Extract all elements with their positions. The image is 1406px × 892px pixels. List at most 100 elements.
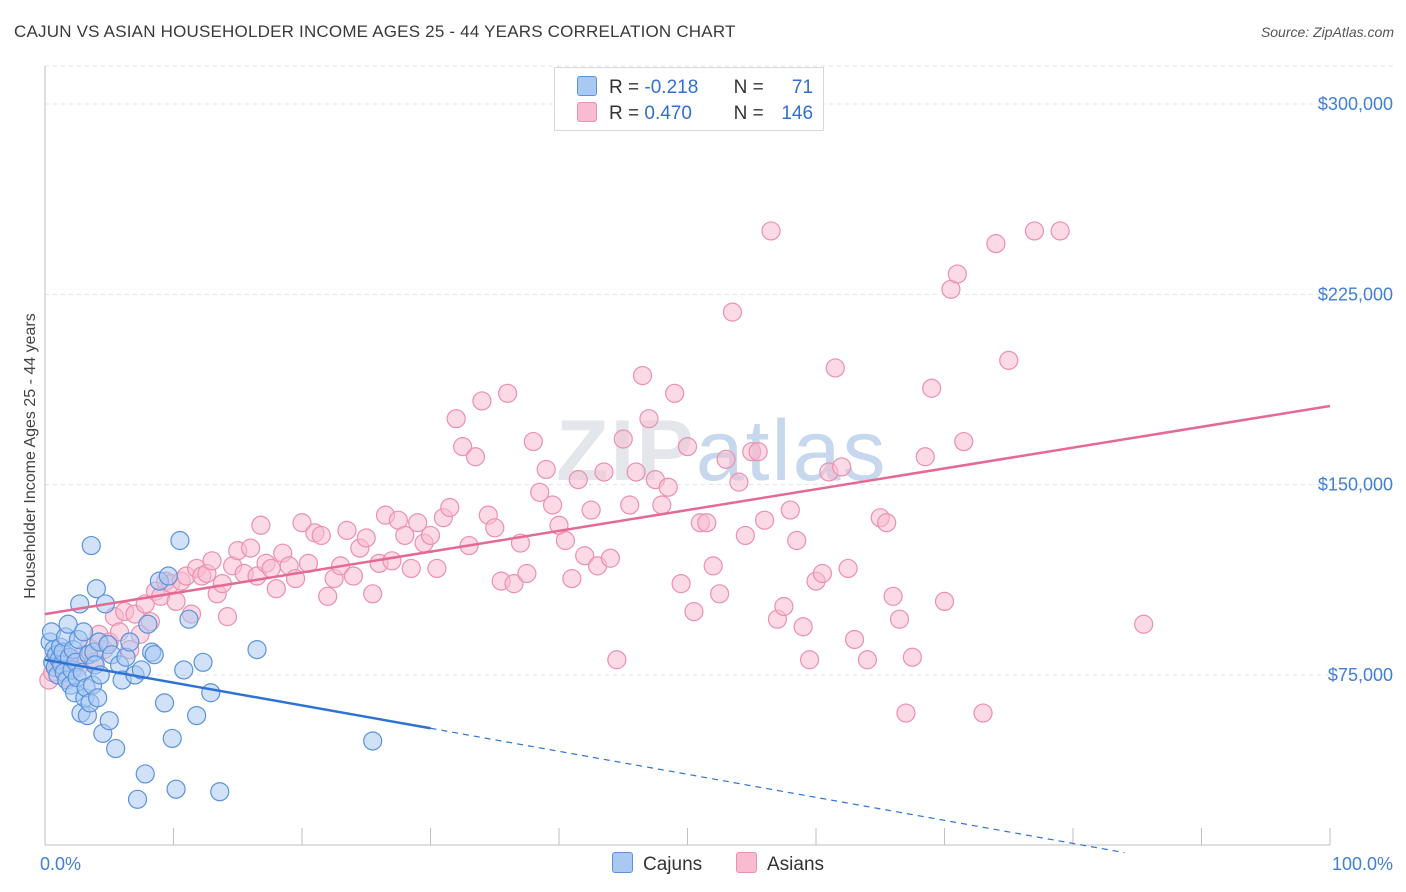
asian-point: [266, 579, 286, 599]
asian-point: [780, 500, 800, 520]
cajun-point: [166, 779, 186, 799]
cajun-point: [187, 705, 207, 726]
trend-lines: [44, 404, 1331, 854]
asian-point: [902, 647, 922, 667]
asian-point: [896, 703, 916, 723]
asian-point: [504, 574, 524, 594]
cajun-point: [179, 609, 199, 629]
asian-point: [632, 365, 653, 386]
cajun-point: [174, 660, 194, 680]
cajun-point: [170, 530, 190, 551]
asian-point: [241, 538, 261, 558]
legend-cajuns-r-label: R =: [609, 77, 640, 98]
legend-cajuns-n-label: N =: [733, 77, 764, 98]
cajun-point: [135, 764, 155, 784]
asian-point: [947, 264, 967, 284]
asian-point: [754, 510, 775, 530]
asian-point: [530, 482, 550, 502]
asian-point: [986, 234, 1006, 254]
asian-point: [395, 525, 415, 546]
asian-point: [799, 650, 820, 670]
cajun-point: [131, 660, 151, 680]
asian-point: [555, 530, 576, 551]
asian-point: [954, 431, 974, 452]
legend-row-asians: R = 0.470 N = 146: [577, 102, 813, 126]
cajuns-trend-line: [44, 658, 431, 730]
grid-lines: [45, 65, 1393, 676]
cajun-point: [106, 738, 126, 759]
asian-point: [613, 429, 633, 449]
asian-point: [973, 703, 993, 723]
asian-point: [202, 551, 222, 571]
asian-point: [562, 568, 582, 589]
y-tick-label: $225,000: [1318, 284, 1393, 304]
asian-point: [626, 462, 646, 482]
legend-asians-n-label: N =: [733, 103, 764, 124]
asian-point: [665, 383, 685, 403]
asians-legend-label: Asians: [767, 854, 825, 875]
x-tick-label-max: 100.0%: [1332, 854, 1393, 874]
asian-point: [735, 525, 755, 546]
asian-point: [420, 525, 441, 546]
cajuns-legend-swatch: [612, 852, 633, 873]
asian-point: [523, 431, 543, 452]
asian-point: [857, 650, 878, 670]
asian-point: [793, 617, 813, 637]
asian-point: [581, 500, 601, 520]
legend-asians-n-value: 146: [781, 103, 814, 124]
asian-point: [356, 528, 376, 548]
asian-point: [620, 495, 640, 515]
y-axis-label: Householder Income Ages 25 - 44 years: [22, 313, 39, 599]
asian-point: [401, 558, 421, 579]
legend-asians-r-label: R =: [609, 103, 640, 124]
asian-point: [536, 459, 556, 480]
cajun-point: [158, 566, 178, 586]
asian-point: [251, 515, 271, 535]
asian-point: [922, 378, 942, 398]
asian-point: [607, 650, 627, 670]
asian-point: [838, 558, 858, 579]
cajun-point: [162, 728, 182, 749]
y-tick-labels: $75,000 $150,000 $225,000 $300,000: [1318, 94, 1393, 685]
asian-point: [703, 556, 723, 576]
asian-point: [600, 548, 621, 568]
cajun-point: [201, 683, 221, 703]
series-legend: Cajuns Asians: [0, 852, 1406, 878]
asian-point: [217, 607, 238, 627]
asian-point: [1024, 221, 1045, 241]
y-tick-label: $75,000: [1328, 665, 1393, 685]
asian-point: [542, 495, 563, 515]
asian-point: [465, 447, 486, 467]
asian-point: [440, 497, 460, 518]
cajun-point: [193, 652, 213, 672]
asians-trend-line: [44, 404, 1331, 616]
cajun-point: [58, 614, 78, 634]
series-legend-cajuns[interactable]: Cajuns: [612, 852, 702, 876]
asian-point: [311, 525, 331, 546]
asian-point: [517, 563, 537, 584]
asian-point: [575, 546, 595, 566]
asian-point: [934, 591, 955, 612]
asian-point: [337, 520, 357, 540]
asian-point: [832, 457, 852, 477]
asian-point: [292, 513, 312, 533]
series-legend-asians[interactable]: Asians: [736, 852, 824, 876]
cajun-point: [127, 789, 148, 809]
asian-point: [825, 358, 845, 378]
asian-point: [408, 513, 428, 533]
asian-point: [363, 584, 383, 604]
asian-point: [485, 518, 505, 538]
cajun-point: [247, 640, 267, 660]
asian-point: [446, 409, 466, 429]
cajun-point: [210, 782, 230, 802]
asian-point: [343, 566, 363, 586]
asian-point: [671, 574, 691, 594]
asian-point: [427, 558, 447, 579]
legend-cajuns-n-value: 71: [791, 77, 814, 98]
cajun-point: [86, 579, 107, 599]
asian-point: [729, 472, 749, 492]
y-tick-label: $150,000: [1318, 475, 1393, 495]
cajun-point: [81, 535, 101, 556]
asian-point: [652, 495, 672, 515]
